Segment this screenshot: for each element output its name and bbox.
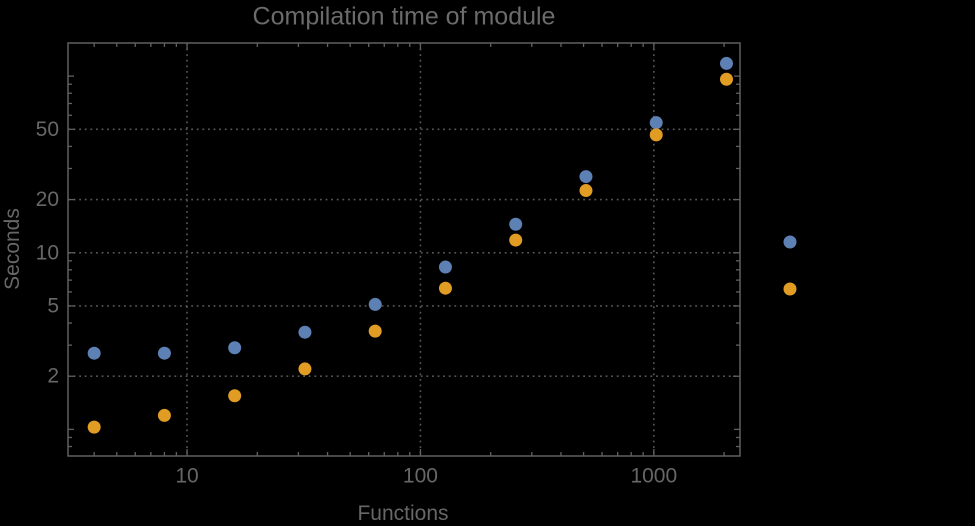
data-point-series-orange	[509, 233, 523, 247]
data-point-series-blue	[649, 116, 663, 130]
data-point-series-orange	[87, 420, 101, 434]
data-point-series-orange	[228, 389, 242, 403]
data-point-series-blue	[438, 260, 452, 274]
data-point-series-blue	[368, 297, 382, 311]
data-point-series-orange	[157, 408, 171, 422]
data-point-series-blue	[87, 346, 101, 360]
y-tick-label: 50	[36, 118, 59, 141]
y-axis-label: Seconds	[1, 208, 24, 290]
y-tick-label: 5	[47, 294, 59, 317]
plot-frame	[67, 42, 741, 457]
data-point-series-blue	[719, 56, 733, 70]
chart-title: Compilation time of module	[252, 2, 556, 31]
data-point-series-blue	[157, 346, 171, 360]
data-point-series-orange	[368, 324, 382, 338]
data-point-series-orange	[298, 362, 312, 376]
x-tick-label: 10	[175, 465, 198, 488]
x-tick-label: 100	[403, 465, 438, 488]
data-point-series-orange	[438, 281, 452, 295]
data-point-series-blue	[579, 170, 593, 184]
data-point-series-blue	[228, 341, 242, 355]
data-point-series-orange	[719, 72, 733, 86]
legend-marker	[783, 282, 797, 296]
data-point-series-orange	[649, 128, 663, 142]
y-tick-label: 20	[36, 188, 59, 211]
y-tick-label: 10	[36, 241, 59, 264]
data-point-series-blue	[509, 217, 523, 231]
data-point-series-orange	[579, 184, 593, 198]
x-tick-label: 1000	[630, 465, 677, 488]
x-axis-label: Functions	[357, 502, 449, 525]
legend-marker	[783, 235, 797, 249]
data-point-series-blue	[298, 325, 312, 339]
y-tick-label: 2	[47, 365, 59, 388]
